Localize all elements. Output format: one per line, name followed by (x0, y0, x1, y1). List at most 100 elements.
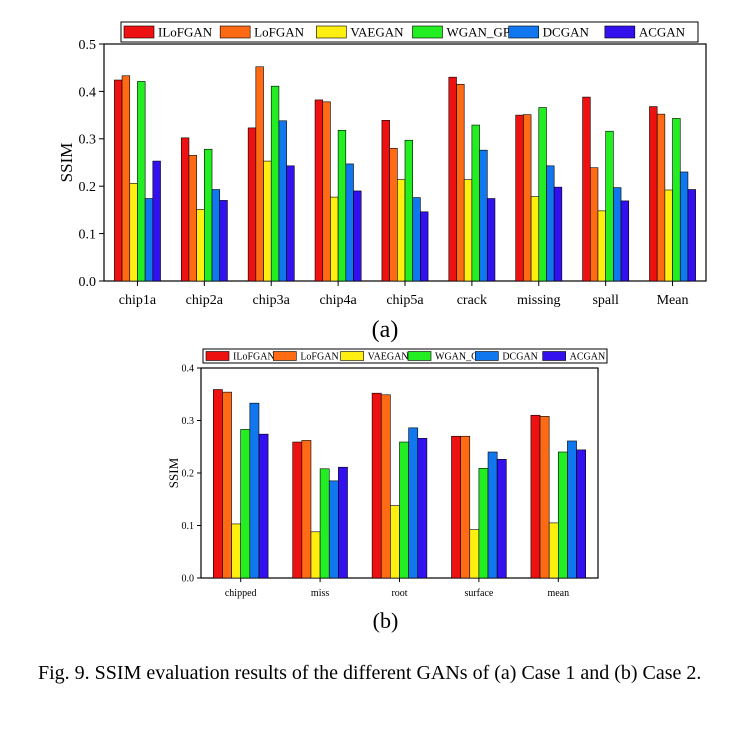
bar-ilofgan (314, 99, 324, 282)
y-tick-label: 0.3 (182, 416, 195, 427)
bar-lofgan (456, 83, 465, 282)
x-tick-label: chip4a (319, 293, 357, 308)
y-axis-label: SSIM (166, 457, 181, 488)
legend-swatch (273, 351, 297, 361)
x-tick-label: root (391, 588, 407, 599)
bar-wgan-gp (672, 118, 681, 282)
panel-label: (a) (372, 317, 399, 343)
bar-lofgan (523, 114, 532, 282)
bar-lofgan (301, 440, 312, 579)
legend-label: VAEGAN (368, 352, 409, 363)
bar-wgan-gp (337, 129, 347, 282)
bar-acgan (620, 200, 630, 282)
y-tick-label: 0.1 (182, 521, 195, 532)
legend-label: VAEGAN (350, 25, 404, 40)
bar-dcgan (567, 440, 577, 579)
bar-acgan (338, 466, 348, 579)
bar-wgan-gp (557, 451, 568, 579)
legend-swatch (219, 25, 251, 39)
bar-ilofgan (213, 389, 223, 579)
bar-ilofgan (247, 127, 257, 282)
legend-label: WGAN_GP (435, 352, 484, 363)
bar-lofgan (188, 155, 197, 282)
legend-swatch (123, 25, 155, 39)
bar-wgan-gp (240, 429, 251, 579)
y-tick-label: 0.0 (182, 574, 195, 585)
legend-swatch (205, 351, 230, 361)
bar-dcgan (278, 120, 287, 282)
bar-wgan-gp (137, 81, 146, 282)
bar-dcgan (613, 187, 622, 282)
chart-panel-b: 0.0 0.1 0.2 0.3 0.4 SSIM chipped miss root surfac… (166, 348, 608, 633)
bar-ilofgan (114, 79, 123, 282)
bar-vaegan (530, 196, 540, 282)
y-tick-label: 0.2 (79, 180, 97, 195)
bar-ilofgan (451, 435, 461, 579)
y-tick-label: 0.5 (79, 38, 97, 53)
bar-dcgan (144, 198, 154, 282)
bar-dcgan (249, 402, 260, 579)
legend-swatch (407, 351, 432, 361)
bar-acgan (353, 190, 362, 282)
x-tick-label: surface (464, 588, 493, 599)
legend-box (120, 21, 699, 43)
bar-vaegan (469, 529, 480, 579)
bar-dcgan (679, 171, 689, 282)
bar-vaegan (196, 209, 205, 282)
legend-swatch (316, 25, 347, 39)
bar-lofgan (380, 394, 391, 579)
bar-wgan-gp (319, 468, 330, 579)
bar-lofgan (656, 113, 666, 282)
bar-acgan (417, 438, 428, 579)
bar-vaegan (330, 196, 339, 282)
bar-acgan (219, 200, 228, 282)
bar-dcgan (479, 149, 488, 282)
bar-acgan (496, 459, 507, 579)
legend-label: WGAN_GP (447, 25, 511, 40)
bar-acgan (258, 433, 269, 579)
y-tick-label: 0.3 (79, 133, 97, 148)
bar-vaegan (597, 210, 606, 282)
bar-lofgan (589, 167, 599, 282)
legend-swatch (412, 25, 443, 39)
legend-swatch (604, 25, 636, 39)
bar-lofgan (539, 415, 550, 579)
x-tick-label: Mean (657, 293, 689, 308)
bar-ilofgan (292, 441, 303, 579)
bar-ilofgan (649, 106, 658, 282)
bar-acgan (687, 189, 696, 282)
bar-dcgan (408, 427, 419, 579)
bar-ilofgan (448, 76, 457, 282)
y-tick-label: 0.1 (79, 228, 97, 243)
bar-acgan (286, 165, 295, 282)
x-tick-label: chip5a (386, 293, 424, 308)
x-tick-label: mean (547, 588, 569, 599)
y-tick-label: 0.2 (182, 469, 195, 480)
bar-lofgan (121, 75, 131, 282)
bar-vaegan (397, 179, 406, 282)
bar-dcgan (546, 165, 555, 282)
x-tick-label: miss (311, 588, 329, 599)
x-tick-label: chip3a (253, 293, 291, 308)
bar-wgan-gp (471, 124, 480, 282)
bar-vaegan (310, 531, 321, 579)
y-tick-label: 0.0 (79, 275, 97, 290)
bar-acgan (420, 211, 429, 282)
bar-dcgan (328, 480, 339, 579)
bar-lofgan (222, 391, 232, 579)
bar-acgan (152, 160, 161, 282)
bar-wgan-gp (538, 107, 547, 282)
x-tick-label: chipped (225, 588, 257, 599)
bar-lofgan (322, 101, 331, 282)
panel-label: (b) (373, 608, 399, 633)
legend-label: LoFGAN (300, 352, 338, 363)
bar-wgan-gp (404, 139, 413, 282)
bar-lofgan (389, 147, 398, 282)
bar-dcgan (412, 197, 421, 282)
bar-ilofgan (582, 96, 591, 282)
y-tick-label: 0.4 (79, 85, 97, 100)
x-tick-label: crack (457, 293, 487, 308)
x-tick-label: missing (517, 293, 561, 308)
bar-acgan (576, 449, 586, 579)
bar-wgan-gp (399, 441, 409, 579)
